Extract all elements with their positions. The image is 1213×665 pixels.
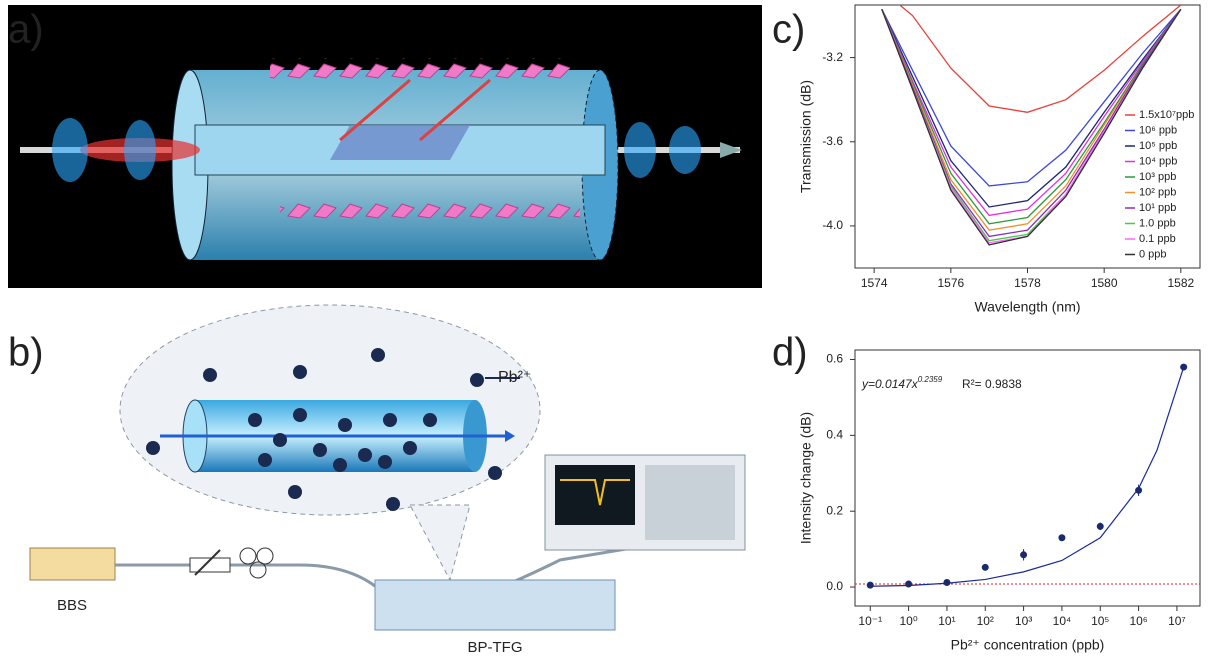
illustration-b [29, 304, 746, 631]
y-tick-label: -4.0 [822, 218, 843, 232]
series-line [881, 8, 1182, 217]
y-axis-label: Intensity change (dB) [798, 412, 814, 544]
sensor-label: BP-TFG [468, 639, 523, 656]
legend-label: 10⁴ ppb [1139, 155, 1177, 167]
x-tick-label: 10⁶ [1129, 614, 1147, 628]
x-tick-label: 10⁷ [1168, 614, 1186, 628]
series-line [881, 8, 1182, 238]
x-tick-label: 10² [977, 614, 994, 628]
x-axis-label: Pb²⁺ concentration (ppb) [951, 637, 1105, 653]
legend-label: 1.5x10⁷ppb [1139, 109, 1194, 121]
x-tick-label: 1576 [937, 276, 964, 290]
y-tick-label: 0.0 [826, 579, 843, 593]
data-point [1058, 534, 1066, 542]
x-tick-label: 1574 [861, 276, 888, 290]
panel-label: b) [8, 331, 44, 375]
series-line [881, 8, 1182, 231]
y-axis-label: Transmission (dB) [798, 80, 814, 193]
panel-label: a) [8, 8, 44, 52]
equation: y=0.0147x [861, 377, 919, 391]
panel-label: c) [772, 8, 805, 52]
plot-frame [854, 349, 1201, 607]
legend-label: 1.0 ppb [1139, 217, 1176, 229]
ion-label: Pb²⁺ [498, 369, 531, 386]
data-point [905, 580, 913, 588]
x-tick-label: 10⁵ [1091, 614, 1109, 628]
equation-exponent: 0.2359 [918, 375, 943, 384]
x-tick-label: 10¹ [938, 614, 955, 628]
x-tick-label: 1580 [1091, 276, 1118, 290]
series-line [881, 8, 1182, 208]
legend-label: 0.1 ppb [1139, 233, 1176, 245]
data-point [981, 563, 989, 571]
y-tick-label: 0.4 [826, 428, 843, 442]
fit-curve [870, 366, 1185, 587]
series-line [881, 8, 1182, 187]
data-point [1020, 551, 1028, 559]
x-tick-label: 1578 [1014, 276, 1041, 290]
x-tick-label: 10⁻¹ [858, 614, 882, 628]
series-line [898, 5, 1182, 113]
x-tick-label: 10⁴ [1053, 614, 1072, 628]
x-tick-label: 10⁰ [900, 614, 918, 628]
panel-label: d) [772, 331, 808, 375]
illustration-a [8, 5, 762, 288]
source-label: BBS [57, 597, 87, 614]
x-axis-label: Wavelength (nm) [974, 299, 1080, 315]
data-point [943, 578, 951, 586]
data-point [1180, 363, 1188, 371]
legend-label: 10⁵ ppb [1139, 140, 1177, 152]
legend-label: 10² ppb [1139, 186, 1176, 198]
legend-label: 10¹ ppb [1139, 202, 1176, 214]
r-squared: R²= 0.9838 [962, 377, 1022, 391]
x-tick-label: 10³ [1015, 614, 1032, 628]
data-point [1135, 486, 1143, 494]
legend-label: 0 ppb [1139, 248, 1167, 260]
data-point [1096, 522, 1104, 530]
series-line [881, 8, 1182, 246]
legend-label: 10⁶ ppb [1139, 124, 1177, 136]
panel-labels: a) b) c) d) [8, 8, 808, 375]
y-tick-label: -3.2 [822, 50, 843, 64]
y-tick-label: 0.6 [826, 352, 843, 366]
fit-equation: y=0.0147x0.2359 [861, 375, 943, 391]
y-tick-label: -3.6 [822, 134, 843, 148]
x-tick-label: 1582 [1167, 276, 1194, 290]
legend-label: 10³ ppb [1139, 171, 1176, 183]
series-line [881, 8, 1182, 225]
y-tick-label: 0.2 [826, 503, 843, 517]
data-point [866, 581, 874, 589]
